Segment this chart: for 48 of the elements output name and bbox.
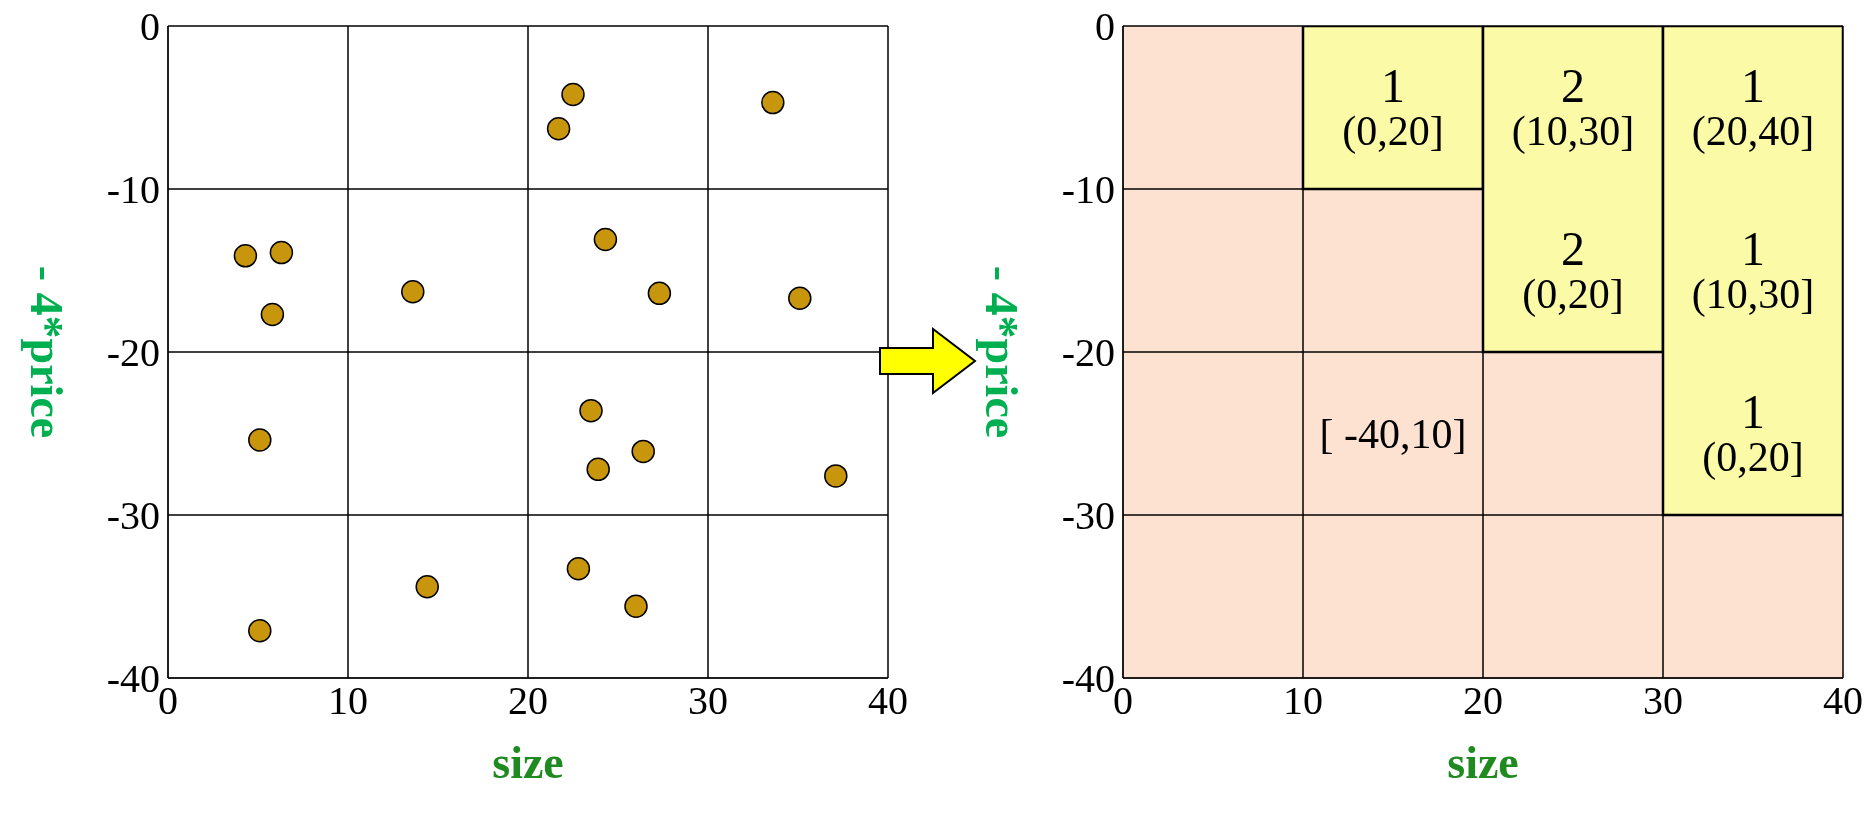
- x-tick-label: 40: [1823, 678, 1863, 724]
- point: [579, 398, 603, 423]
- x-axis-title: size: [1447, 737, 1519, 788]
- y-tick-label: -10: [1061, 167, 1115, 213]
- y-tick-label: -20: [1061, 330, 1115, 376]
- point: [248, 618, 272, 643]
- point: [233, 244, 258, 268]
- point: [624, 594, 648, 619]
- annotation: 1 (0,20]: [1342, 58, 1444, 155]
- annotation: 1 (20,40]: [1691, 58, 1815, 155]
- point: [824, 464, 848, 488]
- annotation: 2 (0,20]: [1522, 221, 1624, 318]
- x-tick-label: 40: [868, 678, 908, 724]
- x-tick-label: 20: [1463, 678, 1503, 724]
- point: [248, 428, 272, 452]
- point: [546, 116, 571, 141]
- y-tick-label: -40: [1061, 656, 1115, 702]
- point: [415, 574, 439, 599]
- point: [566, 557, 591, 581]
- x-axis-title: size: [492, 737, 564, 788]
- y-axis-title: - 4*price: [20, 265, 72, 439]
- y-tick-label: -10: [106, 167, 160, 213]
- y-tick-label: -40: [106, 656, 160, 702]
- x-tick-label: 30: [688, 678, 728, 724]
- annotation: [ -40,10]: [1319, 410, 1467, 457]
- x-tick-label: 20: [508, 678, 548, 724]
- annotation: 1 (10,30]: [1691, 221, 1815, 318]
- y-tick-label: 0: [1095, 4, 1115, 50]
- point: [586, 457, 610, 482]
- y-tick-label: -30: [106, 493, 160, 539]
- point: [647, 281, 672, 306]
- x-tick-label: 30: [1643, 678, 1683, 724]
- annotation: 1 (0,20]: [1702, 384, 1804, 481]
- x-tick-label: 10: [1283, 678, 1323, 724]
- y-tick-label: 0: [140, 4, 160, 50]
- point: [561, 82, 585, 107]
- y-axis-title: - 4*price: [975, 265, 1027, 439]
- point: [269, 240, 294, 265]
- y-tick-label: -30: [1061, 493, 1115, 539]
- point: [788, 286, 812, 310]
- point: [631, 439, 655, 464]
- point: [260, 302, 285, 327]
- y-tick-label: -20: [106, 330, 160, 376]
- x-tick-label: 10: [328, 678, 368, 724]
- point: [401, 279, 425, 304]
- point: [761, 90, 785, 115]
- annotation: 2 (10,30]: [1511, 58, 1635, 155]
- point: [593, 227, 618, 252]
